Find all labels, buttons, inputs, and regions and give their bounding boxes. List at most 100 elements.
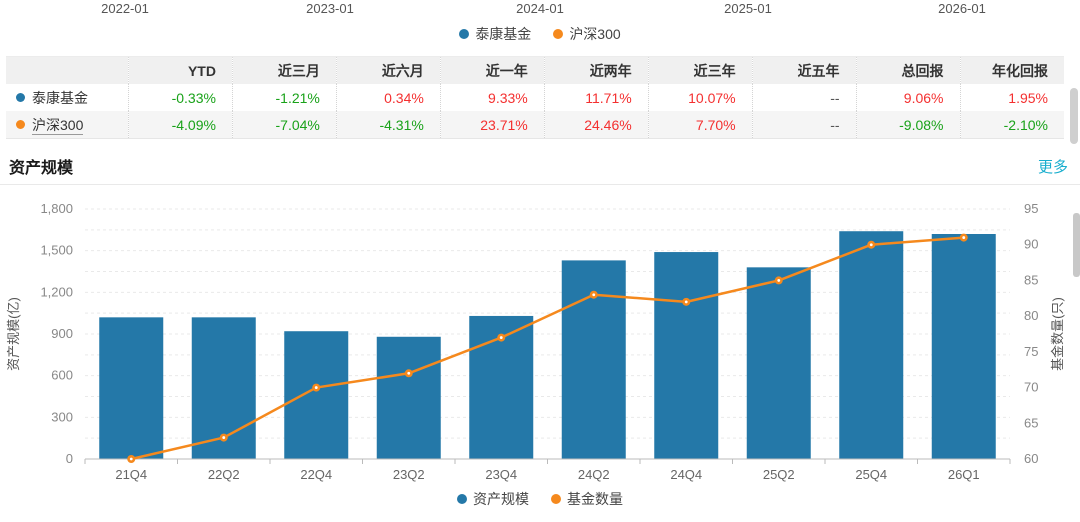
left-axis-title: 资产规模(亿) xyxy=(6,297,21,371)
left-axis-tick-label: 1,500 xyxy=(40,243,73,258)
x-category-label: 22Q4 xyxy=(300,467,332,482)
line-point-center xyxy=(592,293,596,297)
asset-bar xyxy=(561,260,626,459)
x-category-label: 24Q2 xyxy=(578,467,610,482)
right-axis-tick-label: 90 xyxy=(1024,237,1038,252)
legend-dot-icon xyxy=(553,29,564,39)
x-category-label: 26Q1 xyxy=(948,467,980,482)
asset-legend-item[interactable]: 基金数量 xyxy=(551,489,623,509)
perf-value-cell: 11.71% xyxy=(543,84,649,111)
table-column-header: 近六月 xyxy=(335,56,441,84)
perf-value-cell: 9.06% xyxy=(855,84,960,111)
perf-value-cell: -- xyxy=(751,84,857,111)
perf-value-cell: -4.09% xyxy=(128,111,233,139)
asset-bar xyxy=(746,267,811,459)
table-column-header: 年化回报 xyxy=(959,56,1064,84)
legend-item-label: 泰康基金 xyxy=(475,26,532,42)
table-column-header: 近两年 xyxy=(543,56,649,84)
right-axis-title: 基金数量(只) xyxy=(1050,297,1065,371)
asset-bar xyxy=(931,234,996,459)
top-chart-legend: 泰康基金 沪深300 xyxy=(0,24,1080,44)
top-chart-x-label: 2023-01 xyxy=(306,1,354,16)
asset-bar xyxy=(284,331,349,459)
table-column-header: 近五年 xyxy=(751,56,857,84)
page-scrollbar-thumb[interactable] xyxy=(1073,213,1080,277)
perf-value-cell: -1.21% xyxy=(231,84,337,111)
line-point-center xyxy=(222,436,226,439)
right-axis-tick-label: 75 xyxy=(1024,344,1038,359)
perf-value-cell: -0.33% xyxy=(128,84,233,111)
perf-value-cell: -- xyxy=(751,111,857,139)
right-axis-tick-label: 95 xyxy=(1024,201,1038,216)
left-axis-tick-label: 1,200 xyxy=(40,284,73,299)
table-corner-cell xyxy=(6,56,129,84)
asset-bar xyxy=(376,336,441,459)
perf-value-cell: -2.10% xyxy=(959,111,1064,139)
left-axis-tick-label: 1,800 xyxy=(40,201,73,216)
top-chart-x-label: 2022-01 xyxy=(101,1,149,16)
line-point-center xyxy=(129,457,133,461)
top-legend-item[interactable]: 泰康基金 xyxy=(459,24,531,44)
series-name-label[interactable]: 沪深300 xyxy=(32,116,84,135)
performance-table-header-row: YTD 近三月 近六月 近一年 近两年 近三年 近五年 总回报 年化回报 xyxy=(6,56,1064,84)
more-link[interactable]: 更多 xyxy=(1037,158,1068,176)
table-scrollbar-thumb[interactable] xyxy=(1070,88,1078,144)
left-axis-tick-label: 0 xyxy=(66,451,73,466)
table-column-header: 近三年 xyxy=(647,56,753,84)
table-column-header: YTD xyxy=(128,56,233,84)
series-name-cell[interactable]: 沪深300 xyxy=(6,111,129,139)
right-axis-tick-label: 60 xyxy=(1024,451,1038,466)
table-column-header: 总回报 xyxy=(855,56,960,84)
x-category-label: 25Q2 xyxy=(763,467,795,482)
asset-bar xyxy=(654,252,719,459)
right-axis-tick-label: 70 xyxy=(1024,380,1038,395)
legend-dot-icon xyxy=(457,494,467,504)
x-category-label: 22Q2 xyxy=(208,467,240,482)
perf-value-cell: 9.33% xyxy=(439,84,545,111)
line-point-center xyxy=(499,336,503,339)
perf-value-cell: -7.04% xyxy=(231,111,337,139)
top-chart-x-label: 2026-01 xyxy=(938,1,986,16)
left-axis-tick-label: 300 xyxy=(51,409,73,424)
legend-item-label: 沪深300 xyxy=(569,26,621,42)
asset-scale-chart-svg: 0 300 600 900 1,200 1,500 1,800 60 65 70 75 80 85 90 9… xyxy=(6,201,1065,482)
top-legend-item[interactable]: 沪深300 xyxy=(553,24,621,44)
x-category-label: 25Q4 xyxy=(855,467,887,482)
series-name-cell[interactable]: 泰康基金 xyxy=(6,84,129,111)
perf-value-cell: 1.95% xyxy=(959,84,1064,111)
perf-value-cell: 0.34% xyxy=(335,84,441,111)
left-axis-tick-label: 600 xyxy=(51,368,73,383)
table-row: 沪深300 -4.09% -7.04% -4.31% 23.71% 24.46% 7.70%… xyxy=(6,111,1064,139)
perf-value-cell: -4.31% xyxy=(335,111,441,139)
line-point-center xyxy=(684,300,688,304)
asset-chart-legend: 资产规模 基金数量 xyxy=(0,489,1080,509)
asset-bar xyxy=(99,317,164,459)
table-column-header: 近一年 xyxy=(439,56,545,84)
top-chart-x-label: 2024-01 xyxy=(516,1,564,16)
right-axis-tick-label: 80 xyxy=(1024,308,1038,323)
perf-value-cell: 24.46% xyxy=(543,111,649,139)
perf-value-cell: 7.70% xyxy=(647,111,753,139)
section-title: 资产规模 xyxy=(9,160,74,177)
legend-item-label: 资产规模 xyxy=(473,491,529,507)
performance-table-wrap: YTD 近三月 近六月 近一年 近两年 近三年 近五年 总回报 年化回报 泰康基金 -0.33% -… xyxy=(6,56,1064,139)
left-axis-tick-label: 900 xyxy=(51,326,73,341)
top-chart-x-axis: 2022-01 2023-01 2024-01 2025-01 2026-01 xyxy=(0,0,1080,20)
line-point-center xyxy=(962,236,966,239)
right-axis-tick-label: 85 xyxy=(1024,272,1038,287)
line-point-center xyxy=(314,386,318,389)
fund-count-line xyxy=(130,236,964,461)
x-category-label: 23Q2 xyxy=(393,467,425,482)
table-row: 泰康基金 -0.33% -1.21% 0.34% 9.33% 11.71% 10.07% --… xyxy=(6,84,1064,111)
line-point-center xyxy=(407,371,411,375)
legend-dot-icon xyxy=(551,494,561,504)
series-name-label[interactable]: 泰康基金 xyxy=(32,89,88,106)
right-axis-tick-label: 65 xyxy=(1024,415,1038,430)
perf-value-cell: -9.08% xyxy=(855,111,960,139)
perf-value-cell: 10.07% xyxy=(647,84,753,111)
legend-item-label: 基金数量 xyxy=(567,491,623,507)
top-chart-x-label: 2025-01 xyxy=(724,1,772,16)
table-column-header: 近三月 xyxy=(231,56,337,84)
asset-legend-item[interactable]: 资产规模 xyxy=(457,489,529,509)
